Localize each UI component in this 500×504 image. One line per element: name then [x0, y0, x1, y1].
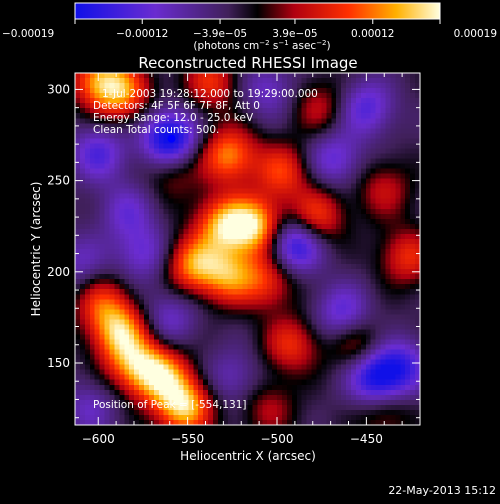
y-tick-label: 300	[47, 82, 70, 96]
annotation-clean-counts: Clean Total counts: 500.	[93, 124, 219, 136]
x-tick-label: −500	[261, 432, 294, 446]
peak-marker	[167, 134, 176, 143]
x-axis-label: Heliocentric X (arcsec)	[180, 449, 316, 463]
colorbar-tick-label: 3.9e−05	[272, 28, 317, 40]
x-axis-ticks	[97, 73, 403, 425]
x-tick-label: −600	[82, 432, 115, 446]
annotation-detectors: Detectors: 4F 5F 6F 7F 8F, Att 0	[93, 100, 260, 112]
y-axis-ticks	[75, 88, 420, 419]
plot-frame	[74, 72, 421, 426]
annotation-energy-range: Energy Range: 12.0 - 25.0 keV	[93, 112, 254, 124]
y-axis-label: Heliocentric Y (arcsec)	[29, 182, 43, 317]
colorbar-tick-label: 0.00012	[351, 28, 394, 40]
colorbar-tick-labels: −0.00019 −0.00012 −3.9e−05 3.9e−05 0.00012 0.…	[2, 28, 497, 40]
heatmap-image	[75, 73, 420, 425]
x-tick-label: −550	[171, 432, 204, 446]
y-axis-tick-labels: 150 200 250 300	[47, 82, 70, 370]
footer-date: 22-May-2013 15:12	[388, 484, 496, 497]
chart-title: Reconstructed RHESSI Image	[138, 54, 357, 72]
colorbar-tick-label: 0.00019	[454, 28, 497, 40]
colorbar	[74, 2, 441, 20]
y-tick-label: 150	[47, 356, 70, 370]
colorbar-tick-label: −0.00019	[2, 28, 54, 40]
y-tick-label: 250	[47, 174, 70, 188]
colorbar-tick-label: −3.9e−05	[193, 28, 247, 40]
x-axis-tick-labels: −600 −550 −500 −450	[82, 432, 383, 446]
annotation-time-range: 1-Jul-2003 19:28:12.000 to 19:29:00.000	[102, 88, 318, 100]
annotation-block: 1-Jul-2003 19:28:12.000 to 19:29:00.000 …	[93, 88, 318, 136]
y-tick-label: 200	[47, 265, 70, 279]
peak-position-label: Position of Peak = [-554,131]	[93, 399, 247, 411]
colorbar-units: (photons cm−2 s−1 asec−2)	[193, 39, 330, 52]
x-tick-label: −450	[350, 432, 383, 446]
colorbar-tick-label: −0.00012	[116, 28, 168, 40]
colorbar-ticks	[74, 19, 441, 24]
